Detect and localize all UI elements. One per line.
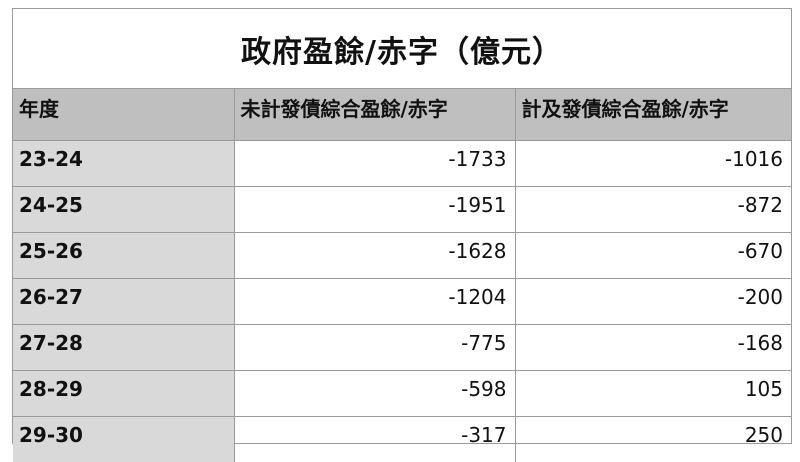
- value-cell-excl-bonds: -317: [233, 415, 516, 462]
- value-cell-excl-bonds: -598: [233, 369, 516, 417]
- value-cell-incl-bonds: -670: [514, 231, 791, 279]
- surplus-deficit-table: 年度 未計發債綜合盈餘/赤字 計及發債綜合盈餘/赤字 23-24 -1733 -10…: [13, 89, 791, 462]
- value-cell-excl-bonds: -1733: [233, 139, 516, 187]
- table-row: 25-26 -1628 -670: [13, 231, 791, 279]
- year-cell: 24-25: [13, 185, 235, 233]
- table-row: 26-27 -1204 -200: [13, 277, 791, 325]
- table-row: 23-24 -1733 -1016: [13, 139, 791, 187]
- table-row: 29-30 -317 250: [13, 415, 791, 462]
- value-cell-excl-bonds: -1951: [233, 185, 516, 233]
- value-cell-excl-bonds: -1204: [233, 277, 516, 325]
- table-row: 27-28 -775 -168: [13, 323, 791, 371]
- column-header-year: 年度: [13, 89, 235, 141]
- year-cell: 23-24: [13, 139, 235, 187]
- value-cell-incl-bonds: 250: [514, 415, 791, 462]
- table-title: 政府盈餘/赤字（億元）: [13, 9, 791, 89]
- value-cell-incl-bonds: -1016: [514, 139, 791, 187]
- value-cell-incl-bonds: -168: [514, 323, 791, 371]
- value-cell-incl-bonds: -872: [514, 185, 791, 233]
- year-cell: 28-29: [13, 369, 235, 417]
- table-row: 28-29 -598 105: [13, 369, 791, 417]
- value-cell-incl-bonds: -200: [514, 277, 791, 325]
- header-row: 年度 未計發債綜合盈餘/赤字 計及發債綜合盈餘/赤字: [13, 89, 791, 141]
- value-cell-incl-bonds: 105: [514, 369, 791, 417]
- table-container: 政府盈餘/赤字（億元） 年度 未計發債綜合盈餘/赤字 計及發債綜合盈餘/赤字 2…: [12, 8, 792, 462]
- year-cell: 25-26: [13, 231, 235, 279]
- column-header-excl-bonds: 未計發債綜合盈餘/赤字: [233, 89, 516, 141]
- column-header-incl-bonds: 計及發債綜合盈餘/赤字: [514, 89, 791, 141]
- table-body: 23-24 -1733 -1016 24-25 -1951 -872 25-26 -1628-…: [13, 139, 791, 462]
- year-cell: 26-27: [13, 277, 235, 325]
- table-row: 24-25 -1951 -872: [13, 185, 791, 233]
- value-cell-excl-bonds: -775: [233, 323, 516, 371]
- value-cell-excl-bonds: -1628: [233, 231, 516, 279]
- year-cell: 27-28: [13, 323, 235, 371]
- year-cell: 29-30: [13, 415, 235, 462]
